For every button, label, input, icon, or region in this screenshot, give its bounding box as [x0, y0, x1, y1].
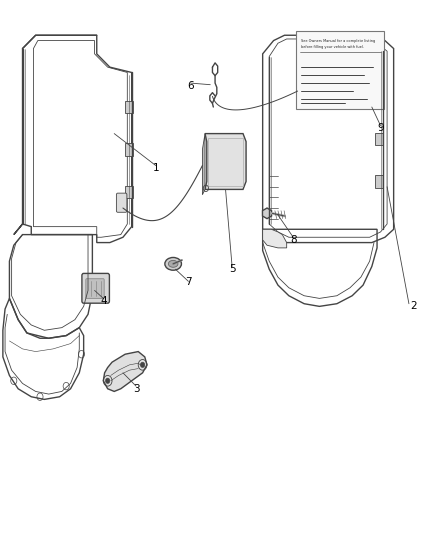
Text: See Owners Manual for a complete listing: See Owners Manual for a complete listing — [301, 38, 375, 43]
FancyBboxPatch shape — [82, 273, 110, 303]
Bar — [125, 101, 133, 114]
Polygon shape — [205, 134, 246, 189]
Polygon shape — [103, 352, 147, 391]
Text: 2: 2 — [410, 301, 417, 311]
Text: 4: 4 — [100, 296, 106, 306]
Bar — [208, 138, 243, 185]
Bar — [375, 175, 383, 188]
Text: 6: 6 — [187, 81, 194, 91]
FancyBboxPatch shape — [296, 31, 384, 109]
FancyBboxPatch shape — [117, 193, 127, 212]
Ellipse shape — [165, 257, 181, 270]
Text: 7: 7 — [185, 278, 192, 287]
Text: 5: 5 — [229, 264, 235, 274]
Bar — [125, 143, 133, 156]
Circle shape — [106, 378, 110, 383]
Ellipse shape — [168, 261, 178, 267]
Text: 9: 9 — [377, 123, 384, 133]
Text: 8: 8 — [290, 235, 297, 245]
Polygon shape — [263, 229, 287, 248]
Text: before filling your vehicle with fuel.: before filling your vehicle with fuel. — [301, 45, 364, 49]
Bar — [375, 133, 383, 146]
Text: 3: 3 — [133, 384, 139, 394]
Bar — [125, 185, 133, 198]
Text: 1: 1 — [152, 163, 159, 173]
Bar — [375, 90, 383, 103]
Circle shape — [141, 362, 145, 368]
Polygon shape — [202, 134, 205, 195]
FancyBboxPatch shape — [86, 279, 104, 298]
Polygon shape — [262, 208, 272, 219]
